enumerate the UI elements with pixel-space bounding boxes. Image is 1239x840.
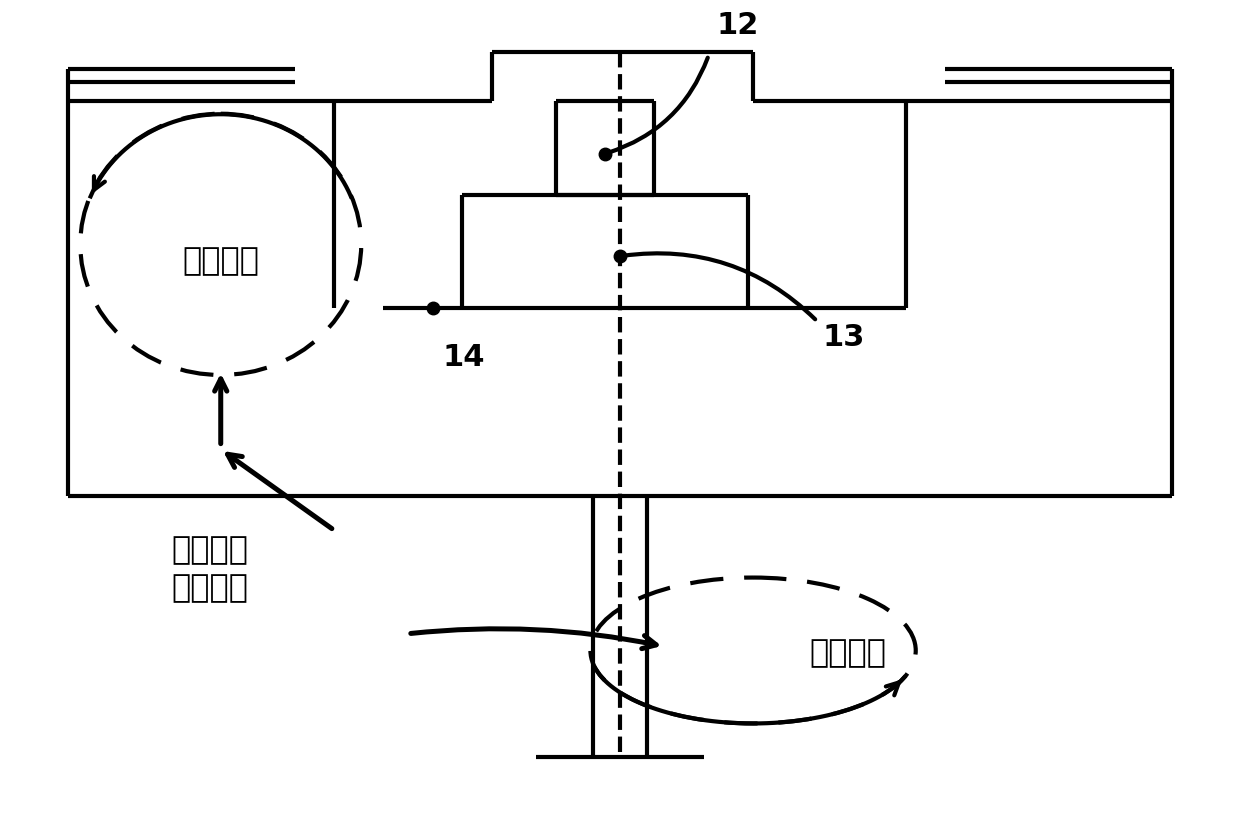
- Text: 俰仰运动: 俰仰运动: [182, 247, 259, 277]
- Text: 14: 14: [442, 343, 484, 372]
- Text: 已有二转
转台实现: 已有二转 转台实现: [171, 535, 249, 604]
- Text: 13: 13: [823, 323, 865, 352]
- Text: 回转运动: 回转运动: [809, 638, 886, 669]
- Text: 12: 12: [716, 11, 760, 40]
